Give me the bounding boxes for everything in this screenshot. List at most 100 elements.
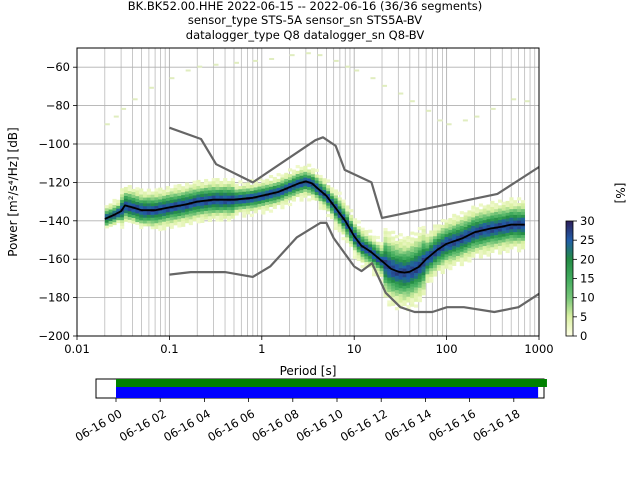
histogram-cell (440, 230, 445, 234)
histogram-cell (181, 189, 186, 193)
histogram-cell (310, 173, 316, 178)
histogram-cell (226, 186, 232, 190)
histogram-cell (383, 265, 388, 269)
histogram-cell (497, 228, 503, 232)
histogram-cell (288, 176, 293, 181)
histogram-cell (440, 239, 445, 243)
histogram-cell (429, 267, 434, 272)
histogram-cell (230, 192, 235, 196)
histogram-cell (142, 223, 148, 227)
histogram-cell (288, 194, 293, 198)
histogram-cell (505, 221, 510, 225)
histogram-cell (448, 220, 453, 225)
histogram-cell (410, 260, 415, 264)
histogram-cell (234, 189, 239, 193)
histogram-cell (471, 217, 476, 221)
histogram-cell (257, 203, 262, 207)
histogram-cell (421, 246, 426, 250)
histogram-cell (307, 169, 312, 173)
histogram-cell (200, 185, 205, 189)
histogram-cell (246, 211, 251, 215)
histogram-cell (333, 203, 338, 208)
histogram-cell (226, 180, 232, 185)
histogram-cell (501, 230, 506, 234)
histogram-cell (291, 192, 296, 196)
histogram-cell (467, 250, 472, 254)
histogram-cell (391, 288, 396, 292)
histogram-cell (383, 274, 388, 278)
histogram-cell (268, 198, 274, 202)
histogram-cell (154, 205, 159, 209)
histogram-cell (265, 178, 270, 182)
histogram-cell (158, 210, 163, 214)
histogram-cell (364, 258, 369, 263)
histogram-cell (188, 207, 193, 211)
histogram-cell (505, 232, 510, 236)
histogram-cell (413, 264, 419, 268)
histogram-cell (455, 244, 461, 248)
histogram-cell (207, 204, 212, 208)
histogram-cell (398, 279, 403, 283)
histogram-cell (318, 195, 323, 199)
histogram-cell (322, 181, 327, 185)
histogram-cell (413, 281, 419, 285)
histogram-cell (364, 230, 369, 234)
histogram-cell (398, 250, 403, 254)
histogram-cell (333, 209, 338, 213)
histogram-cell (387, 231, 392, 235)
histogram-cell (337, 203, 342, 207)
histogram-cell (146, 197, 151, 201)
histogram-cell (196, 220, 201, 224)
histogram-cell (490, 218, 495, 222)
histogram-cell (444, 262, 449, 266)
histogram-cell (425, 265, 430, 269)
histogram-cell (322, 183, 327, 188)
histogram-cell (352, 221, 358, 225)
histogram-cell (142, 220, 148, 224)
histogram-cell (452, 259, 457, 264)
histogram-cell (364, 241, 369, 245)
histogram-cell (272, 200, 277, 204)
histogram-cell (513, 240, 518, 244)
histogram-cell (257, 206, 262, 210)
histogram-cell (192, 180, 197, 184)
histogram-cell (219, 195, 224, 199)
histogram-cell (207, 181, 212, 185)
histogram-cell (509, 200, 514, 204)
histogram-cell (207, 218, 212, 223)
histogram-cell (162, 215, 167, 219)
histogram-cell (295, 185, 300, 189)
histogram-cell (513, 228, 518, 233)
histogram-cell (417, 238, 422, 242)
histogram-cell (448, 267, 453, 271)
histogram-cell (398, 264, 403, 269)
histogram-cell (402, 256, 407, 260)
histogram-cell (459, 257, 464, 261)
figure-title-line3: datalogger_type Q8 datalogger_sn Q8-BV (186, 28, 425, 42)
histogram-cell (379, 279, 384, 283)
histogram-cell (333, 195, 338, 199)
histogram-cell (410, 257, 415, 261)
histogram-cell (123, 189, 129, 194)
histogram-cell (475, 233, 480, 237)
histogram-cell (391, 253, 396, 257)
histogram-cell (517, 208, 522, 212)
histogram-cell (467, 256, 472, 260)
histogram-cell (459, 225, 464, 229)
histogram-cell (490, 107, 496, 110)
histogram-cell (394, 281, 400, 285)
timeline-tick-label: 06-16 02 (117, 406, 169, 444)
histogram-cell (398, 293, 403, 297)
histogram-cell (425, 259, 430, 263)
histogram-cell (192, 183, 197, 187)
histogram-cell (196, 211, 201, 215)
histogram-cell (452, 231, 457, 235)
histogram-cell (200, 202, 205, 206)
histogram-cell (268, 209, 274, 213)
histogram-cell (169, 188, 174, 192)
histogram-cell (402, 259, 407, 263)
histogram-cell (433, 267, 438, 271)
histogram-cell (322, 198, 327, 202)
histogram-cell (139, 188, 144, 192)
histogram-cell (215, 218, 220, 222)
